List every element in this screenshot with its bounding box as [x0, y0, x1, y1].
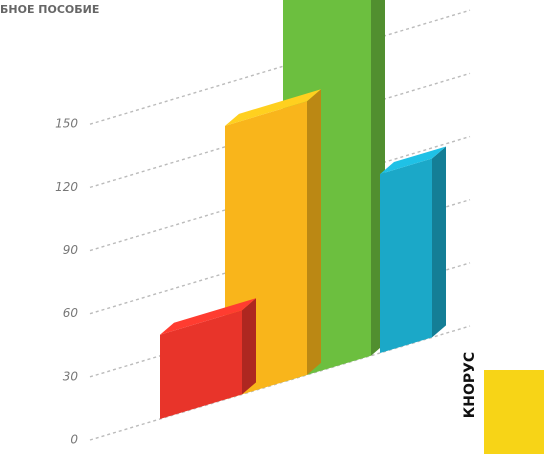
- publisher-logo-block: [484, 370, 544, 454]
- y-tick-label: 0: [70, 433, 78, 447]
- bar: [380, 158, 432, 353]
- title: БНОЕ ПОСОБИЕ: [0, 3, 99, 16]
- y-tick-label: 120: [55, 180, 78, 194]
- bar-top: [160, 298, 256, 335]
- bar-side: [307, 89, 321, 375]
- y-tick-label: 60: [63, 306, 79, 320]
- bar-top: [225, 89, 321, 126]
- grid-line: [89, 9, 471, 125]
- bar-side: [242, 298, 256, 395]
- bars: [160, 0, 446, 419]
- y-tick-label: 90: [63, 243, 79, 257]
- bar-top: [380, 146, 446, 175]
- bar-side: [432, 146, 446, 338]
- y-tick-label: 30: [63, 369, 79, 383]
- bar: [160, 310, 242, 419]
- y-tick-label: 150: [55, 117, 78, 131]
- publisher-name: КНОРУС: [462, 352, 478, 418]
